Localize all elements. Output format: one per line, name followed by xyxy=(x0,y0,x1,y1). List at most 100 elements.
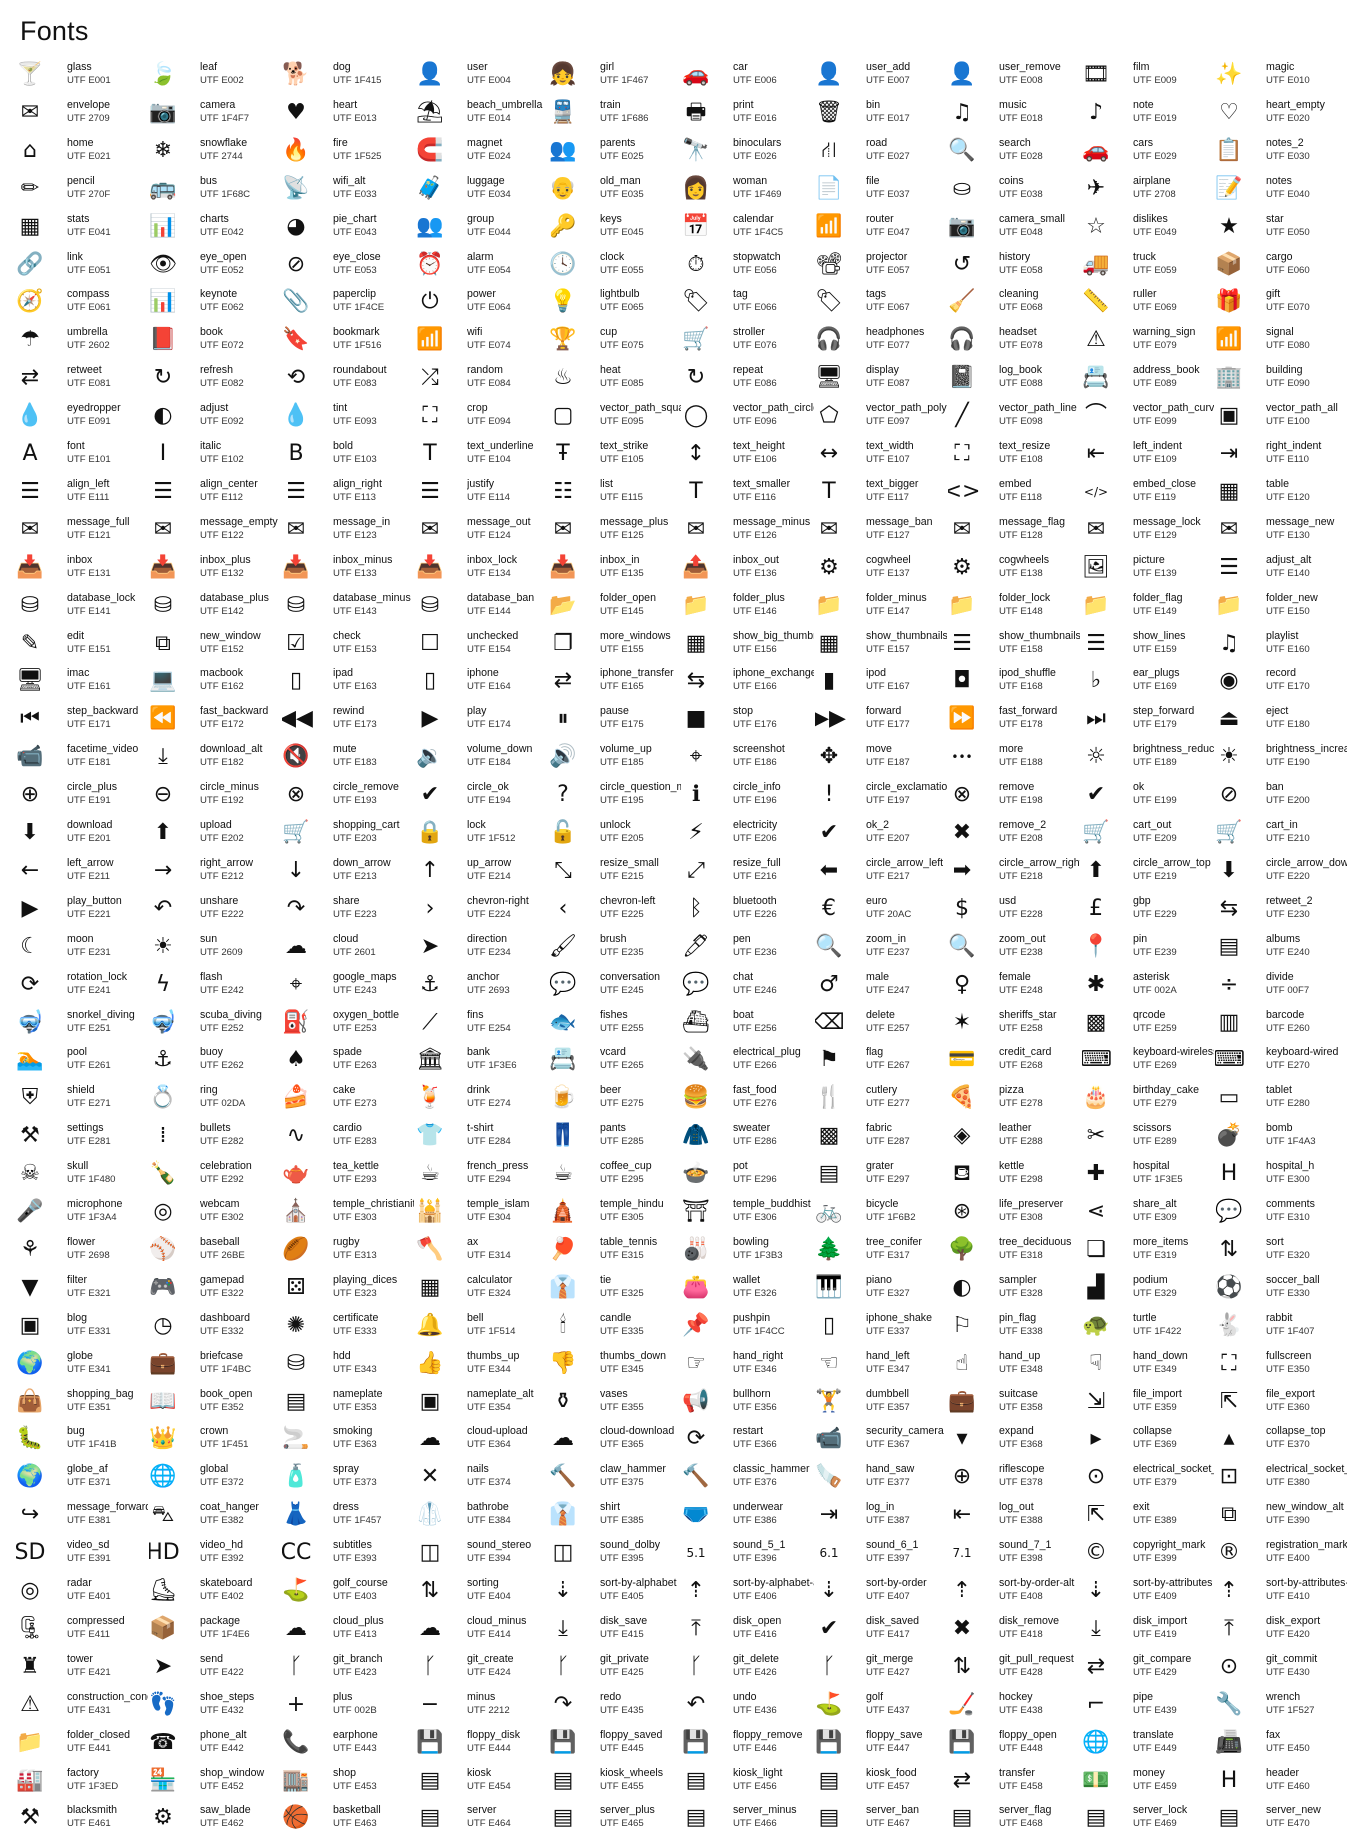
icon-code: UTF E426 xyxy=(733,1667,777,1678)
icon-name: blog xyxy=(67,1312,88,1324)
icon-name: tags xyxy=(866,288,887,300)
copyright-mark-icon: © xyxy=(1085,1540,1107,1565)
icon-entry: 🔥 fire UTF 1F525 xyxy=(282,136,414,173)
cloud-upload-icon: ☁ xyxy=(419,1426,441,1451)
icon-entry: ↑ up_arrow UTF E214 xyxy=(416,856,548,893)
icon-entry: 👖 pants UTF E285 xyxy=(549,1121,681,1158)
icon-name: coat_hanger xyxy=(200,1501,259,1513)
golf-course-icon: ⛳ xyxy=(282,1578,310,1603)
icon-name: pants xyxy=(600,1122,626,1134)
icon-name: vcard xyxy=(600,1046,626,1058)
gamepad-icon: 🎮 xyxy=(149,1275,177,1300)
icon-code: UTF E217 xyxy=(866,871,910,882)
keynote-icon: 📊 xyxy=(149,289,177,314)
iphone-shake-icon: ▯ xyxy=(822,1313,836,1338)
icon-code: UTF E239 xyxy=(1133,947,1177,958)
icon-code: UTF E013 xyxy=(333,113,377,124)
icon-entry: 🚗 car UTF E006 xyxy=(682,60,814,97)
icon-entry: 🪚 hand_saw UTF E377 xyxy=(815,1462,947,1499)
icon-name: spade xyxy=(333,1046,362,1058)
icon-entry: 📂 folder_open UTF E145 xyxy=(549,591,681,628)
icon-name: disk_saved xyxy=(866,1615,919,1627)
icon-name: package xyxy=(200,1615,241,1627)
circle-info-icon: ℹ xyxy=(691,782,701,807)
repeat-icon: ↻ xyxy=(686,365,706,390)
fire-icon: 🔥 xyxy=(282,138,310,163)
icon-code: UTF E397 xyxy=(866,1553,910,1564)
webcam-icon: ◎ xyxy=(153,1199,173,1224)
icon-entry: ✔ disk_saved UTF E417 xyxy=(815,1614,947,1651)
icon-code: UTF E224 xyxy=(467,909,511,920)
icon-name: ipod xyxy=(866,667,887,679)
icon-name: camera_small xyxy=(999,213,1065,225)
rabbit-icon: 🐇 xyxy=(1215,1313,1243,1338)
icon-code: UTF E018 xyxy=(999,113,1043,124)
icon-name: tablet xyxy=(1266,1084,1292,1096)
icon-entry: ➡ circle_arrow_right UTF E218 xyxy=(948,856,1080,893)
icon-name: git_branch xyxy=(333,1653,383,1665)
icon-name: dumbbell xyxy=(866,1388,909,1400)
icon-code: UTF E221 xyxy=(67,909,111,920)
icon-code: UTF E310 xyxy=(1266,1212,1310,1223)
icon-code: UTF E306 xyxy=(733,1212,777,1223)
icon-code: UTF E106 xyxy=(733,454,777,465)
icon-code: UTF 20AC xyxy=(866,909,912,920)
claw-hammer-icon: 🔨 xyxy=(549,1464,577,1489)
icon-code: UTF 1F4CC xyxy=(733,1326,785,1337)
icon-name: router xyxy=(866,213,894,225)
train-icon: 🚆 xyxy=(549,100,577,125)
iphone-icon: ▯ xyxy=(423,668,437,693)
icon-name: message_plus xyxy=(600,516,669,528)
icon-code: UTF E188 xyxy=(999,757,1043,768)
icon-name: iphone_exchange xyxy=(733,667,814,679)
cars-icon: 🚗 xyxy=(1082,138,1110,163)
qrcode-icon: ▩ xyxy=(1085,1010,1107,1035)
icon-code: UTF E194 xyxy=(467,795,511,806)
icon-code: UTF E279 xyxy=(1133,1098,1177,1109)
icon-name: fax xyxy=(1266,1729,1281,1741)
icon-code: UTF 2744 xyxy=(200,151,243,162)
shield-icon: ⛨ xyxy=(21,1085,39,1110)
icon-entry: ⊘ eye_close UTF E053 xyxy=(282,250,414,287)
tie-icon: 👔 xyxy=(549,1275,577,1300)
icon-entry: 👎 thumbs_down UTF E345 xyxy=(549,1349,681,1386)
icon-name: play_button xyxy=(67,895,122,907)
icon-name: sound_5_1 xyxy=(733,1539,786,1551)
icon-code: UTF E447 xyxy=(866,1743,910,1754)
icon-name: facetime_video xyxy=(67,743,139,755)
icon-name: edit xyxy=(67,630,85,642)
icon-code: UTF E230 xyxy=(1266,909,1310,920)
icon-entry: ℹ circle_info UTF E196 xyxy=(682,780,814,817)
icon-entry: ▣ vector_path_all UTF E100 xyxy=(1215,401,1347,438)
icon-code: UTF E319 xyxy=(1133,1250,1177,1261)
icon-name: alarm xyxy=(467,251,494,263)
cogwheels-icon: ⚙ xyxy=(952,555,972,580)
icon-name: kiosk_wheels xyxy=(600,1767,664,1779)
roundabout-icon: ⟲ xyxy=(286,365,306,390)
icon-code: UTF E245 xyxy=(600,985,644,996)
icon-entry: ⌐ pipe UTF E439 xyxy=(1082,1690,1214,1727)
icon-name: sheriffs_star xyxy=(999,1009,1057,1021)
ok-icon: ✔ xyxy=(1086,782,1106,807)
icon-name: golf xyxy=(866,1691,884,1703)
icon-code: UTF E261 xyxy=(67,1060,111,1071)
icon-code: UTF E025 xyxy=(600,151,644,162)
icon-name: vector_path_line xyxy=(999,402,1077,414)
icon-entry: ✉ message_full UTF E121 xyxy=(16,515,148,552)
icon-code: UTF E213 xyxy=(333,871,377,882)
icon-code: UTF E187 xyxy=(866,757,910,768)
icon-code: UTF E243 xyxy=(333,985,377,996)
cogwheel-icon: ⚙ xyxy=(819,555,839,580)
icon-name: remove xyxy=(999,781,1035,793)
hand-down-icon: ☟ xyxy=(1089,1351,1103,1376)
icon-code: UTF E452 xyxy=(200,1781,244,1792)
icon-name: disk_import xyxy=(1133,1615,1188,1627)
compass-icon: 🧭 xyxy=(16,289,44,314)
headset-icon: 🎧 xyxy=(948,327,976,352)
icon-entry: 👥 parents UTF E025 xyxy=(549,136,681,173)
icon-code: UTF E359 xyxy=(1133,1402,1177,1413)
icon-code: UTF E401 xyxy=(67,1591,111,1602)
icon-entry: ⛽ oxygen_bottle UTF E253 xyxy=(282,1008,414,1045)
hospital-h-icon: H xyxy=(1220,1161,1238,1186)
